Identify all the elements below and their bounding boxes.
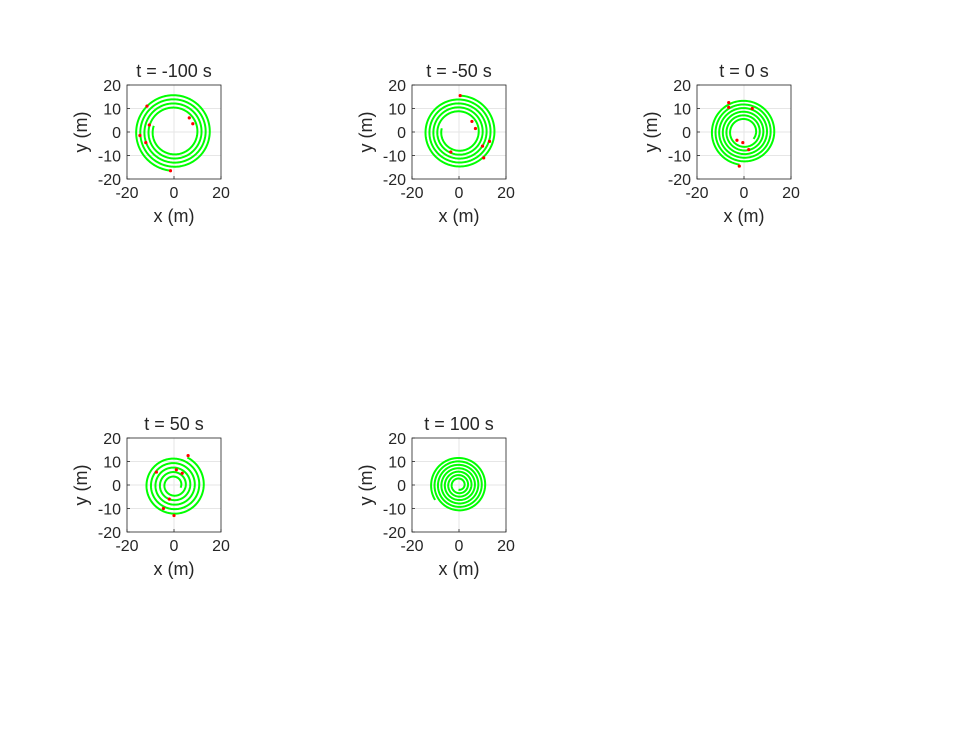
marker-point <box>737 164 741 168</box>
x-tick-label: 20 <box>212 538 230 555</box>
y-tick-label: -10 <box>383 502 406 519</box>
subplot-2: -20 0 20 -20 -10 0 10 20 t = -50 s x (m) y (m) <box>356 61 515 226</box>
y-tick-label: 20 <box>103 78 121 95</box>
y-tick-label: -20 <box>383 172 406 189</box>
marker-point <box>187 116 191 120</box>
marker-point <box>480 144 485 148</box>
marker-point <box>172 513 176 518</box>
y-tick-label: 20 <box>388 431 406 448</box>
subplot-3: -20 0 20 -20 -10 0 10 20 t = 0 s x (m) y (m) <box>641 61 800 226</box>
subplot-4: -20 0 20 -20 -10 0 10 20 t = 50 s x (m) y (m) <box>71 414 230 579</box>
y-tick-label: 10 <box>388 455 406 472</box>
y-tick-label: 0 <box>397 125 406 142</box>
marker-point <box>186 454 190 458</box>
marker-point <box>168 169 173 173</box>
y-tick-label: 10 <box>673 102 691 119</box>
y-tick-label: -10 <box>668 149 691 166</box>
subplot-title: t = 0 s <box>719 61 769 81</box>
y-axis-label: y (m) <box>641 112 661 153</box>
marker-point <box>741 140 745 145</box>
y-tick-label: -10 <box>383 149 406 166</box>
marker-point <box>180 471 184 475</box>
marker-point <box>167 497 171 501</box>
marker-point <box>727 101 731 105</box>
y-axis-label: y (m) <box>356 112 376 153</box>
x-axis-label: x (m) <box>724 206 765 226</box>
x-axis-label: x (m) <box>154 559 195 579</box>
x-tick-label: 20 <box>497 538 515 555</box>
x-tick-label: 0 <box>170 185 179 202</box>
x-tick-label: -20 <box>115 185 138 202</box>
trajectory-line <box>710 99 776 166</box>
y-tick-label: 20 <box>673 78 691 95</box>
marker-point <box>174 468 178 472</box>
marker-point <box>458 93 462 98</box>
x-tick-label: -20 <box>685 185 708 202</box>
marker-point <box>727 105 731 109</box>
subplot-5: -20 0 20 -20 -10 0 10 20 t = 100 s x (m) y (m) <box>356 414 515 579</box>
x-tick-label: -20 <box>115 538 138 555</box>
marker-point <box>487 139 492 143</box>
y-tick-label: 0 <box>682 125 691 142</box>
x-tick-label: 20 <box>497 185 515 202</box>
y-tick-label: 10 <box>103 455 121 472</box>
x-tick-label: -20 <box>400 538 423 555</box>
marker-point <box>750 106 754 111</box>
marker-point <box>154 470 158 474</box>
x-tick-label: 20 <box>782 185 800 202</box>
y-tick-label: -20 <box>98 172 121 189</box>
x-axis-label: x (m) <box>154 206 195 226</box>
y-tick-label: -20 <box>383 525 406 542</box>
x-tick-label: 0 <box>740 185 749 202</box>
y-tick-label: 10 <box>388 102 406 119</box>
marker-point <box>145 104 149 108</box>
marker-point <box>449 150 453 154</box>
y-tick-label: 20 <box>103 431 121 448</box>
trajectory-line <box>430 456 487 512</box>
subplot-title: t = -100 s <box>136 61 212 81</box>
y-tick-label: 0 <box>397 478 406 495</box>
subplot-title: t = -50 s <box>426 61 492 81</box>
y-tick-label: -20 <box>98 525 121 542</box>
marker-point <box>747 148 751 152</box>
x-tick-label: 0 <box>455 185 464 202</box>
x-tick-label: 20 <box>212 185 230 202</box>
trajectory-line <box>135 94 211 172</box>
subplot-title: t = 50 s <box>144 414 204 434</box>
x-tick-label: -20 <box>400 185 423 202</box>
y-axis-label: y (m) <box>356 465 376 506</box>
marker-point <box>735 138 739 142</box>
marker-point <box>473 126 478 131</box>
y-tick-label: -20 <box>668 172 691 189</box>
y-tick-label: -10 <box>98 149 121 166</box>
y-tick-label: -10 <box>98 502 121 519</box>
marker-point <box>191 122 195 126</box>
y-axis-label: y (m) <box>71 465 91 506</box>
x-axis-label: x (m) <box>439 559 480 579</box>
y-tick-label: 0 <box>112 478 121 495</box>
y-tick-label: 20 <box>388 78 406 95</box>
marker-point <box>482 156 486 160</box>
x-tick-label: 0 <box>455 538 464 555</box>
marker-point <box>470 119 474 124</box>
y-axis-label: y (m) <box>71 112 91 153</box>
trajectory-line <box>424 94 496 168</box>
y-tick-label: 10 <box>103 102 121 119</box>
subplot-1: -20 0 20 -20 -10 0 10 20 t = -100 s x (m) y (m) <box>71 61 230 226</box>
x-tick-label: 0 <box>170 538 179 555</box>
marker-point <box>144 140 148 145</box>
trajectory-line <box>145 456 205 515</box>
marker-point <box>147 123 151 127</box>
marker-point <box>161 506 166 511</box>
marker-point <box>138 133 142 138</box>
y-tick-label: 0 <box>112 125 121 142</box>
subplot-title: t = 100 s <box>424 414 494 434</box>
x-axis-label: x (m) <box>439 206 480 226</box>
